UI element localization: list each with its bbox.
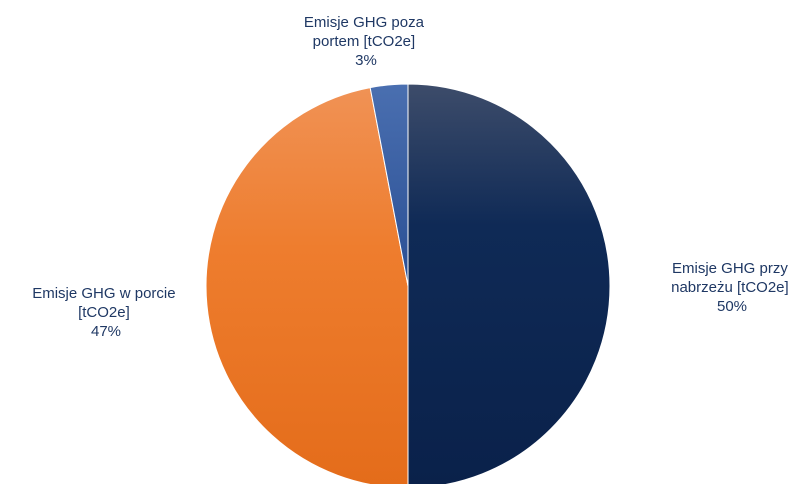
slice-label-nabrzeze-line-2: nabrzeżu [tCO2e] — [671, 279, 789, 296]
pie-slice-w-porcie — [205, 86, 409, 484]
slice-label-poza-portem-line-1: Emisje GHG poza — [304, 14, 425, 31]
pie-slices — [205, 83, 611, 484]
slice-label-w-porcie: Emisje GHG w porcie [tCO2e] 47% — [32, 285, 180, 340]
slice-label-w-porcie-line-2: [tCO2e] — [78, 304, 130, 321]
slice-label-poza-portem: Emisje GHG poza portem [tCO2e] 3% — [304, 14, 428, 69]
slice-percent-w-porcie: 47% — [91, 323, 121, 340]
pie-slice-nabrzeze — [407, 83, 611, 484]
slice-percent-nabrzeze: 50% — [717, 298, 747, 315]
pie-slice-poza-portem — [369, 83, 409, 287]
slice-label-poza-portem-line-2: portem [tCO2e] — [313, 33, 416, 50]
slice-percent-poza-portem: 3% — [355, 52, 377, 69]
slice-label-nabrzeze-line-1: Emisje GHG przy — [672, 260, 788, 277]
slice-label-w-porcie-line-1: Emisje GHG w porcie — [32, 285, 175, 302]
slice-label-nabrzeze: Emisje GHG przy nabrzeżu [tCO2e] 50% — [671, 260, 793, 315]
